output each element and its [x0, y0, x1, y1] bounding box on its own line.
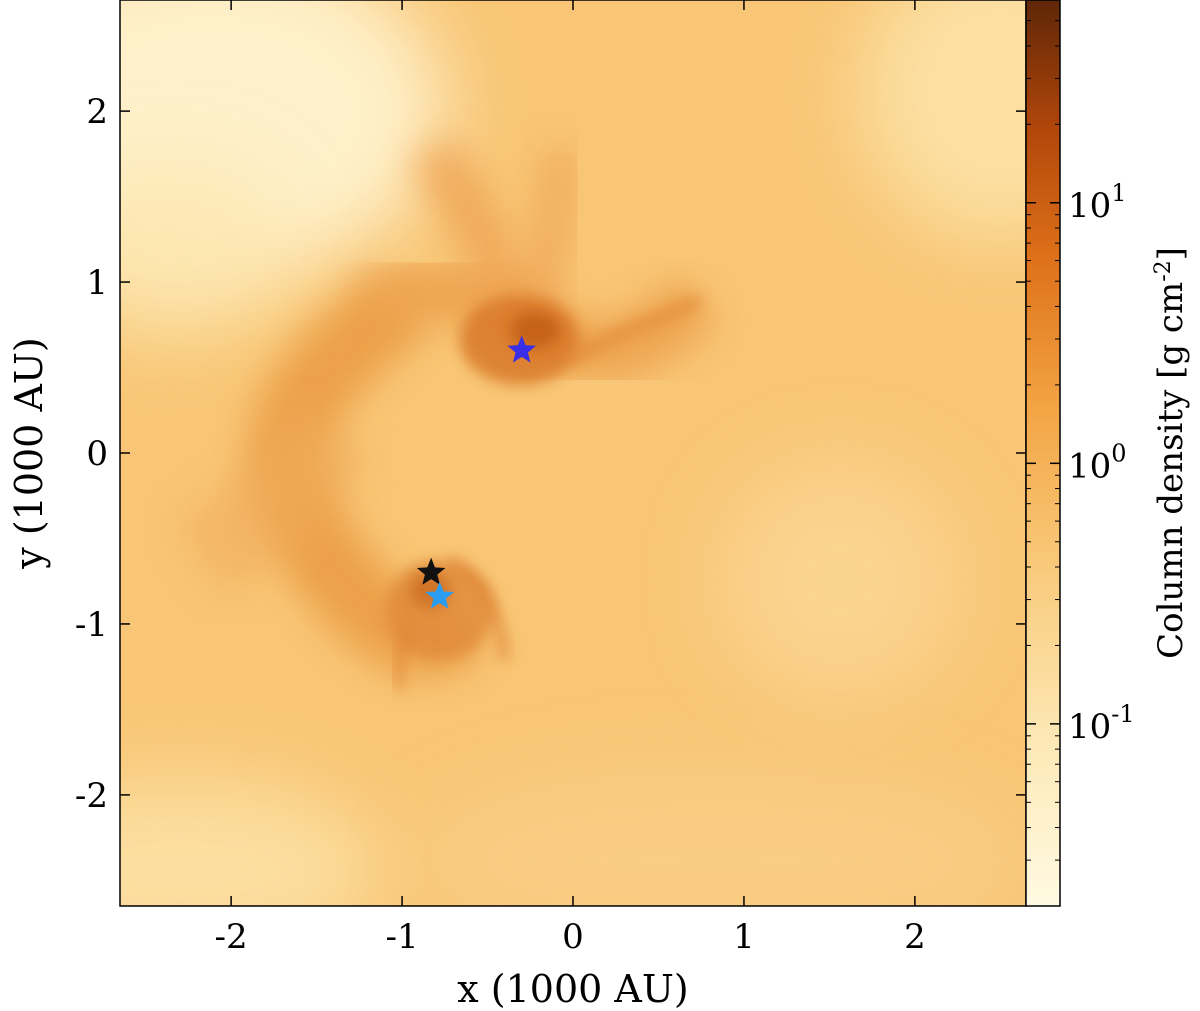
x-axis-ticks: -2 -1 0 1 2 [215, 0, 926, 957]
colorbar-ticks: 101 100 10-1 [1026, 0, 1135, 907]
y-tick-label: 1 [86, 263, 108, 303]
colorbar-label-main: Column density [g cm [1151, 282, 1191, 659]
star-marker-3 [425, 581, 454, 609]
x-axis-label: x (1000 AU) [457, 967, 688, 1011]
colorbar-tick-label: 100 [1068, 439, 1127, 486]
colorbar-label: Column density [g cm-2] [1151, 247, 1191, 659]
star-marker-1 [507, 335, 536, 363]
stars-layer [416, 335, 536, 609]
colorbar-label-sup: -2 [1151, 260, 1176, 281]
x-tick-label: 1 [733, 917, 755, 957]
colorbar-tick-label: 10-1 [1068, 700, 1135, 747]
y-tick-label: -2 [75, 776, 108, 816]
y-axis-ticks: -2 -1 0 1 2 [75, 92, 1026, 816]
x-tick-label: 2 [904, 917, 926, 957]
y-axis-label: y (1000 AU) [7, 337, 51, 569]
y-tick-label: 0 [86, 434, 108, 474]
colorbar-tick-label: 101 [1068, 179, 1127, 226]
x-tick-label: 0 [562, 917, 584, 957]
star-marker-2 [416, 557, 446, 585]
x-tick-label: -1 [385, 917, 418, 957]
x-tick-label: -2 [215, 917, 248, 957]
colorbar: 101 100 10-1 Column density [g cm-2] [1025, 0, 1191, 907]
column-density-map [120, 0, 1026, 906]
colorbar-gradient [1025, 0, 1061, 907]
y-tick-label: -1 [75, 605, 108, 645]
colorbar-label-end: ] [1151, 247, 1191, 260]
y-tick-label: 2 [86, 92, 108, 132]
